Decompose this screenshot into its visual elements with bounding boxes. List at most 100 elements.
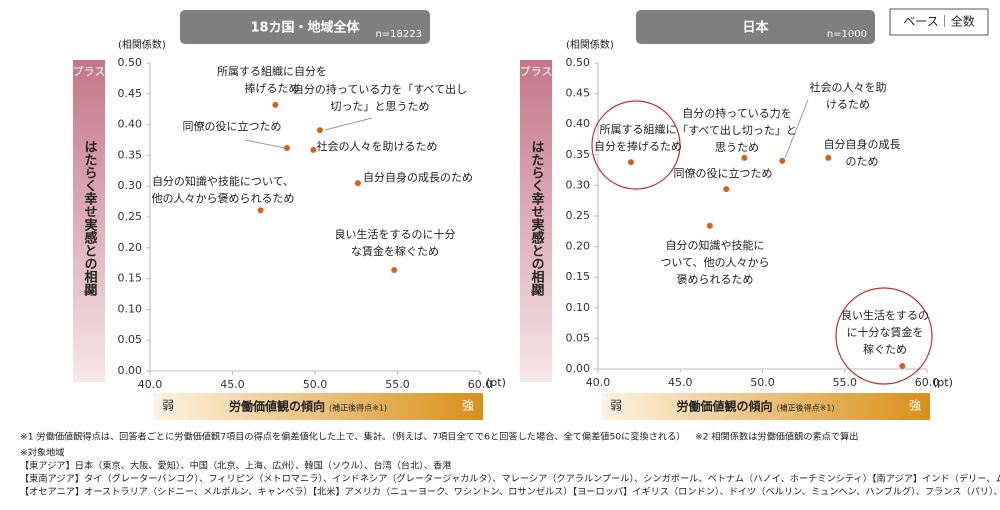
point-label: のため — [846, 155, 879, 168]
x-tick-label: 40.0 — [138, 378, 163, 391]
y-tick-label: 0.50 — [566, 56, 591, 69]
sample-size: n=1000 — [827, 29, 867, 40]
y-band — [520, 60, 552, 382]
x-band — [153, 393, 483, 420]
footnote: ※1 労働価値観得点は、回答者ごとに労働価値観7項目の得点を偏差値化した上で、集… — [20, 431, 685, 443]
y-tick-label: 0.30 — [566, 178, 591, 191]
point — [825, 154, 832, 161]
footnote: 【東南アジア】タイ（グレーターバンコク）、フィリピン（メトロマニラ）、インドネシ… — [20, 473, 1000, 485]
x-high: 強 — [462, 399, 474, 413]
point-label: 自分の知識や技能に — [666, 238, 765, 252]
y-tick-label: 0.35 — [566, 148, 591, 161]
point — [354, 180, 361, 187]
x-axis-note: (補正後得点※1) — [777, 403, 835, 413]
point — [741, 154, 748, 161]
y-unit: (相関係数) — [566, 38, 614, 51]
highlight-circle — [591, 100, 681, 190]
x-low: 弱 — [610, 399, 622, 413]
point-label: けるため — [826, 98, 870, 111]
leader-line — [324, 117, 373, 131]
y-tick-label: 0.05 — [118, 333, 143, 346]
point-label: 「すべて出し切った」と — [677, 123, 797, 137]
y-tick-label: 0.25 — [118, 210, 143, 223]
point — [257, 207, 264, 214]
point — [310, 146, 317, 153]
y-band — [73, 60, 105, 382]
point — [391, 266, 398, 273]
x-tick-label: 60.0 — [468, 378, 493, 391]
point-label: 自分自身の成長のため — [363, 170, 473, 184]
point-label: 捧げるため — [245, 82, 300, 95]
y-tick-label: 0.50 — [118, 56, 143, 69]
x-tick-label: 55.0 — [385, 378, 410, 391]
leader-line — [784, 99, 809, 159]
x-tick-label: 60.0 — [915, 376, 940, 389]
y-axis-label: はたらく幸せ実感との相関 — [82, 140, 98, 297]
y-tick-label: 0.10 — [566, 301, 591, 314]
y-axis-note: ※2 — [530, 289, 542, 298]
title-box — [636, 10, 875, 44]
y-tick-label: 0.20 — [566, 240, 591, 253]
title-box — [180, 10, 430, 44]
footnote: ※2 相関係数は労働価値観の素点で算出 — [695, 431, 858, 443]
point — [316, 127, 323, 134]
point-label: 思うため — [715, 141, 759, 154]
point-label: 稼ぐため — [863, 342, 907, 356]
sample-size: n=18223 — [375, 29, 422, 40]
x-tick-label: 50.0 — [303, 378, 328, 391]
point — [899, 362, 906, 369]
point — [283, 145, 290, 152]
point-label: 自分自身の成長 — [824, 137, 901, 151]
y-tick-label: 0.00 — [118, 364, 143, 377]
point — [627, 159, 634, 166]
point-label: 褒められるため — [677, 272, 754, 286]
point-label: 同僚の役に立つため — [674, 166, 773, 180]
x-tick-label: 55.0 — [833, 376, 858, 389]
point — [723, 186, 730, 193]
chart-title: 日本 — [742, 20, 768, 36]
point-label: 良い生活をするのに十分 — [335, 227, 456, 241]
point-label: 良い生活をするの — [841, 308, 929, 322]
point-label: ついて、他の人々から — [660, 256, 769, 269]
y-tick-label: 0.00 — [566, 362, 591, 375]
footnote: ※対象地域 — [20, 447, 64, 459]
point — [272, 101, 279, 108]
x-axis-note: (補正後得点※1) — [329, 403, 387, 413]
x-tick-label: 45.0 — [668, 376, 693, 389]
x-axis-label: 労働価値観の傾向 — [676, 399, 772, 414]
x-tick-label: 45.0 — [220, 378, 245, 391]
point-label: 所属する組織に — [600, 123, 677, 136]
y-unit: (相関係数) — [118, 38, 166, 51]
y-tick-label: 0.30 — [118, 179, 143, 192]
y-axis-label: はたらく幸せ実感との相関 — [529, 140, 545, 297]
y-tick-label: 0.35 — [118, 148, 143, 161]
x-axis-label: 労働価値観の傾向 — [229, 399, 325, 414]
point-label: 自分の持っている力を「すべて出し — [293, 82, 467, 96]
x-high: 強 — [909, 399, 921, 413]
point-label: 自分を捧げるため — [594, 140, 682, 153]
point-label: 切った」と思うため — [331, 100, 430, 113]
y-tick-label: 0.15 — [118, 272, 143, 285]
plus-label: プラス — [520, 65, 553, 78]
x-tick-label: 40.0 — [586, 376, 611, 389]
y-tick-label: 0.25 — [566, 209, 591, 222]
y-tick-label: 0.15 — [566, 270, 591, 283]
leader-line — [244, 139, 286, 149]
chart-title: 18カ国・地域全体 — [250, 20, 360, 36]
point-label: 自分の知識や技能について、 — [152, 174, 294, 188]
highlight-circle — [835, 287, 933, 385]
point-label: 自分の持っている力を — [682, 106, 791, 120]
point — [779, 157, 786, 164]
point-label: 所属する組織に自分を — [217, 65, 327, 78]
footnote: 【東アジア】日本（東京、大阪、愛知）、中国（北京、上海、広州）、韓国（ソウル）、… — [20, 460, 451, 472]
x-unit: (pt) — [933, 376, 953, 389]
point-label: 社会の人々を助 — [810, 80, 887, 94]
base-box — [889, 8, 989, 36]
x-tick-label: 50.0 — [750, 376, 775, 389]
plus-label: プラス — [73, 65, 106, 78]
point-label: 同僚の役に立つため — [183, 119, 282, 133]
y-tick-label: 0.45 — [566, 87, 591, 100]
point-label: に十分な賃金を — [847, 325, 924, 339]
y-tick-label: 0.10 — [118, 302, 143, 315]
